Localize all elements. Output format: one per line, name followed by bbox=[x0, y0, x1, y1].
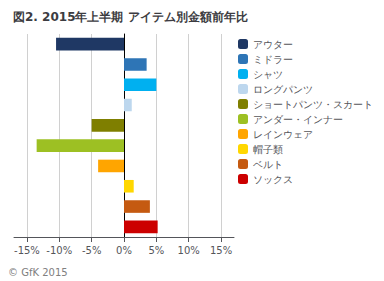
svg-text:ベルト: ベルト bbox=[253, 159, 283, 170]
svg-text:-5%: -5% bbox=[82, 245, 101, 256]
svg-text:15%: 15% bbox=[210, 245, 232, 256]
svg-text:レインウェア: レインウェア bbox=[253, 129, 313, 140]
svg-text:-15%: -15% bbox=[14, 245, 40, 256]
svg-text:0%: 0% bbox=[116, 245, 132, 256]
svg-text:ロングパンツ: ロングパンツ bbox=[253, 84, 313, 95]
svg-text:10%: 10% bbox=[178, 245, 200, 256]
svg-text:図2. 2015年上半期 アイテム別金額前年比: 図2. 2015年上半期 アイテム別金額前年比 bbox=[13, 10, 248, 24]
svg-text:5%: 5% bbox=[148, 245, 164, 256]
svg-text:ソックス: ソックス bbox=[253, 174, 293, 185]
svg-text:-10%: -10% bbox=[46, 245, 72, 256]
svg-text:シャツ: シャツ bbox=[253, 69, 283, 80]
svg-text:帽子類: 帽子類 bbox=[253, 144, 283, 155]
svg-text:アンダー・インナー: アンダー・インナー bbox=[253, 114, 343, 125]
svg-text:ショートパンツ・スカート: ショートパンツ・スカート bbox=[253, 99, 373, 110]
svg-text:アウター: アウター bbox=[253, 39, 293, 50]
svg-text:© GfK 2015: © GfK 2015 bbox=[8, 267, 68, 278]
svg-text:ミドラー: ミドラー bbox=[253, 54, 293, 65]
